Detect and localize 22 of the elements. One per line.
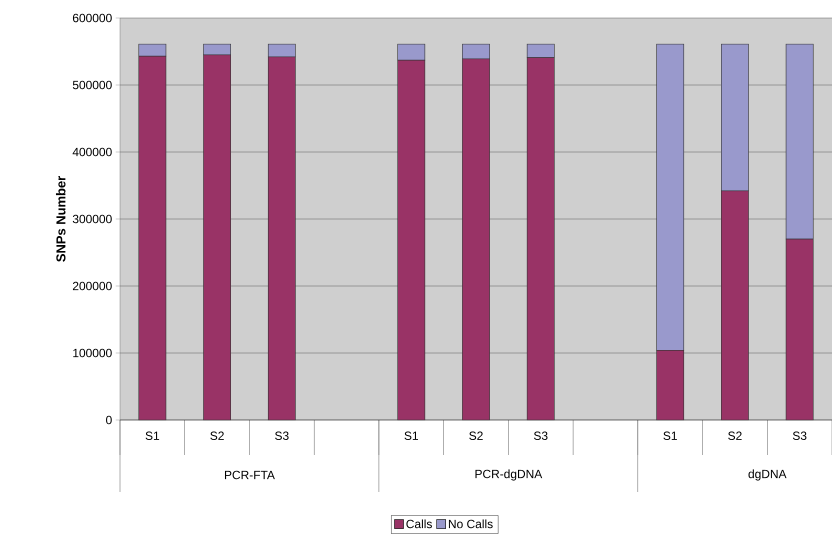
x-tick-label: S2 (469, 432, 483, 440)
x-tick-label: S3 (275, 432, 289, 440)
x-tick-label: S2 (210, 432, 224, 440)
y-tick-label: 400000 (72, 148, 112, 156)
text: PCR-dgDNA (475, 469, 542, 481)
y-tick-label: 0 (106, 416, 112, 424)
x-tick-label: S1 (663, 432, 677, 440)
x-tick-label: S1 (404, 432, 418, 440)
x-tick-label: S3 (534, 432, 548, 440)
legend-label: No Calls (448, 519, 493, 528)
x-tick-label: S2 (728, 432, 742, 440)
legend-label: Calls (406, 519, 432, 528)
y-axis-title: SNPs Number (56, 176, 66, 262)
text: PCR-FTA (224, 470, 275, 480)
y-tick-label: 100000 (73, 348, 112, 358)
y-tick-label: 300000 (72, 214, 112, 224)
x-tick-label: S3 (792, 432, 806, 440)
y-tick-label: 500000 (72, 80, 112, 90)
x-tick-label: S1 (146, 432, 160, 440)
y-tick-label: 200000 (72, 282, 112, 290)
y-tick-label: 600000 (72, 14, 112, 22)
text: dgDNA (748, 469, 787, 481)
